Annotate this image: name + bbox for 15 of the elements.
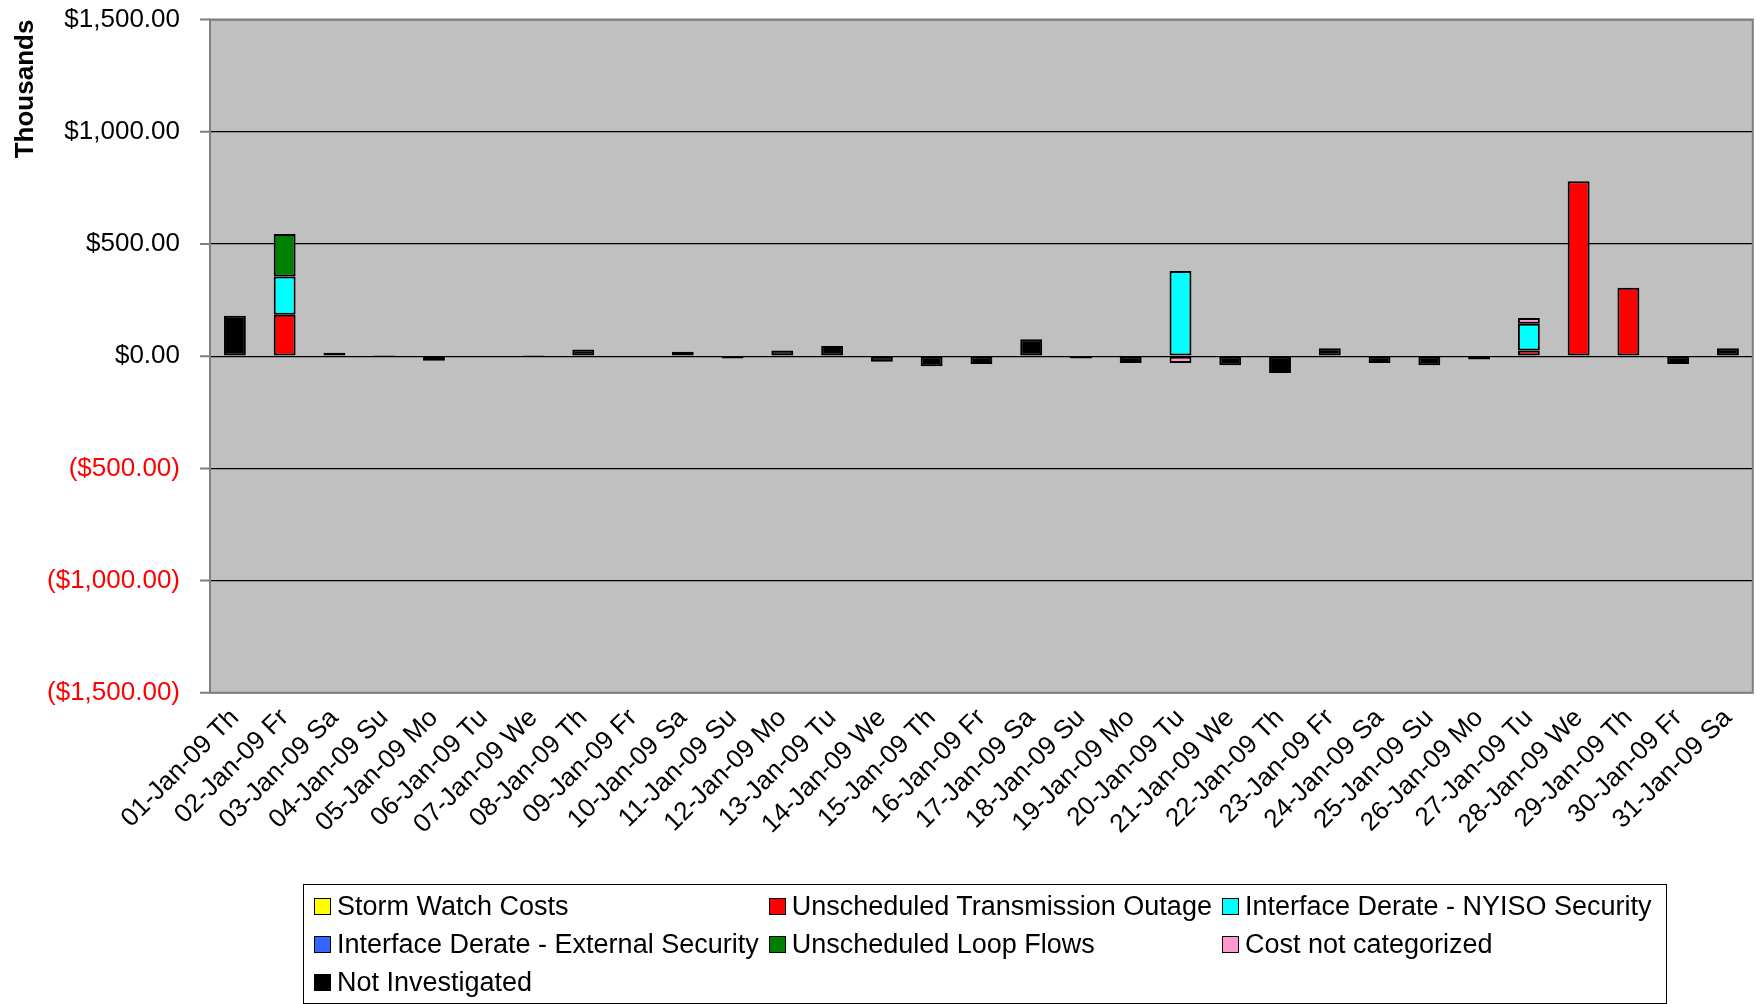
legend-label: Not Investigated xyxy=(337,966,533,998)
y-tick-label: ($1,000.00) xyxy=(47,563,180,594)
y-tick-label: ($1,500.00) xyxy=(47,675,180,706)
legend-label: Unscheduled Transmission Outage xyxy=(791,890,1212,922)
legend-label: Unscheduled Loop Flows xyxy=(791,928,1095,960)
y-tick-label: $500.00 xyxy=(86,227,180,258)
y-axis-title: Thousands xyxy=(8,19,39,159)
y-tick-label: ($500.00) xyxy=(68,451,180,482)
legend-label: Interface Derate - External Security xyxy=(337,928,759,960)
legend-label: Interface Derate - NYISO Security xyxy=(1244,890,1652,922)
legend-label: Storm Watch Costs xyxy=(337,890,569,922)
y-tick-label: $1,500.00 xyxy=(64,2,180,33)
y-tick-label: $0.00 xyxy=(114,339,180,370)
y-tick-label: $1,000.00 xyxy=(64,114,180,145)
legend-label: Cost not categorized xyxy=(1244,928,1493,960)
